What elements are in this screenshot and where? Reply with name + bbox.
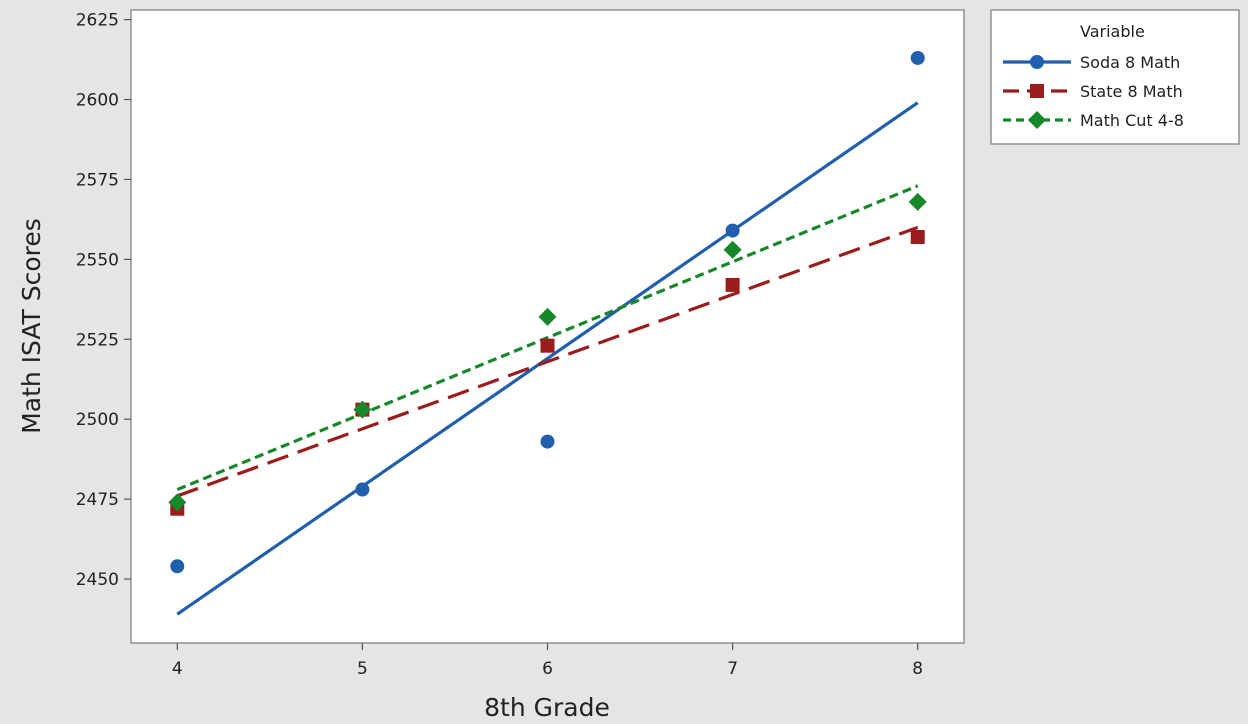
fit-line-soda-8-math — [176, 101, 919, 616]
legend-marker-soda-8-math — [1030, 55, 1044, 69]
data-point-soda-8-math — [910, 50, 925, 65]
legend-label-state-8-math: State 8 Math — [1080, 82, 1183, 101]
x-tick-label: 5 — [357, 659, 368, 679]
data-point-soda-8-math — [355, 482, 370, 497]
legend-items: Soda 8 Math State 8 Math Math Cut 4-8 — [1003, 53, 1184, 130]
legend-title: Variable — [1080, 22, 1145, 41]
x-tick-label: 8 — [912, 659, 923, 679]
y-axis-title: Math ISAT Scores — [17, 218, 46, 434]
y-tick-label: 2450 — [76, 570, 119, 590]
data-point-math-cut-4-8 — [353, 400, 372, 419]
data-point-math-cut-4-8 — [908, 192, 927, 211]
legend-label-math-cut-4-8: Math Cut 4-8 — [1080, 111, 1184, 130]
y-tick-label: 2525 — [76, 330, 119, 350]
y-tick-label: 2475 — [76, 490, 119, 510]
data-point-state-8-math — [910, 229, 925, 244]
legend-marker-state-8-math — [1030, 84, 1044, 98]
legend-marker-math-cut-4-8 — [1028, 111, 1046, 129]
data-point-soda-8-math — [540, 434, 555, 449]
fit-lines — [176, 101, 919, 616]
x-tick-label: 7 — [727, 659, 738, 679]
markers — [168, 50, 927, 574]
data-point-math-cut-4-8 — [538, 307, 557, 326]
data-point-state-8-math — [540, 338, 555, 353]
data-point-soda-8-math — [170, 559, 185, 574]
fit-line-math-cut-4-8 — [176, 184, 919, 492]
y-tick-label: 2625 — [76, 11, 119, 31]
y-tick-label: 2550 — [76, 250, 119, 270]
data-point-math-cut-4-8 — [723, 240, 742, 259]
y-tick-label: 2575 — [76, 170, 119, 190]
x-axis-title: 8th Grade — [484, 693, 610, 722]
x-tick-label: 4 — [172, 659, 183, 679]
fit-line-state-8-math — [176, 225, 919, 498]
x-tick-label: 6 — [542, 659, 553, 679]
axes: 4 5 6 7 8 2450 2475 2500 2525 2550 2575 2600 2625 — [76, 11, 923, 679]
y-tick-label: 2600 — [76, 91, 119, 111]
plot-area — [130, 9, 965, 644]
legend-label-soda-8-math: Soda 8 Math — [1080, 53, 1180, 72]
data-point-math-cut-4-8 — [168, 493, 187, 512]
y-tick-label: 2500 — [76, 410, 119, 430]
legend: Variable Soda 8 Math State 8 Math Math Cut… — [990, 9, 1240, 145]
data-point-state-8-math — [725, 277, 740, 292]
data-point-soda-8-math — [725, 223, 740, 238]
